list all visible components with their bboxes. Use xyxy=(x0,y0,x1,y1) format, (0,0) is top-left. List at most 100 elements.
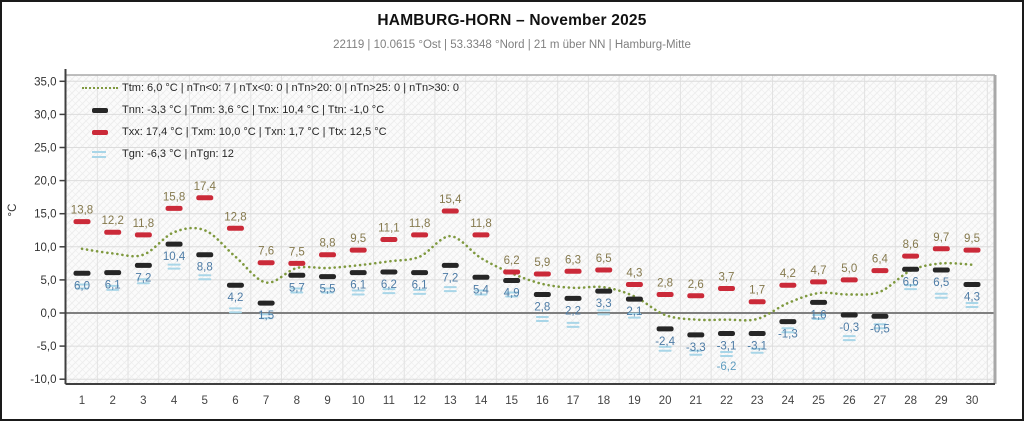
tx-value-label: 11,8 xyxy=(470,218,492,230)
tn-value-label: 1,6 xyxy=(811,309,827,321)
y-tick-label: 25,0 xyxy=(34,143,56,155)
tx-mark xyxy=(533,271,551,277)
tx-value-label: 9,5 xyxy=(964,233,980,245)
tn-value-label: -1,3 xyxy=(778,329,798,341)
day-label: 25 xyxy=(812,395,825,407)
tx-mark xyxy=(871,268,889,274)
tx-mark xyxy=(687,293,705,299)
tn-mark xyxy=(656,326,674,332)
tgn-mark xyxy=(321,287,335,294)
tn-value-label: 4,2 xyxy=(227,292,243,304)
tn-value-label: 2,2 xyxy=(565,305,581,317)
tn-value-label: 10,4 xyxy=(163,251,186,263)
tn-mark xyxy=(840,312,858,318)
tgn-mark xyxy=(965,302,979,309)
tx-value-label: 1,7 xyxy=(749,285,765,297)
tx-value-label: 15,4 xyxy=(439,194,462,206)
tx-value-label: 15,8 xyxy=(163,191,185,203)
day-label: 24 xyxy=(781,395,794,407)
tn-mark xyxy=(319,274,337,280)
tn-value-label: 6,6 xyxy=(903,276,919,288)
tn-mark xyxy=(932,267,950,273)
tx-value-label: 5,0 xyxy=(841,263,857,275)
tx-value-label: 6,2 xyxy=(504,255,520,267)
tx-value-label: 17,4 xyxy=(194,181,217,193)
tgn-mark xyxy=(136,278,150,285)
day-label: 15 xyxy=(505,395,518,407)
tx-value-label: 6,4 xyxy=(872,254,889,266)
tx-mark xyxy=(441,208,459,214)
tn-mark xyxy=(779,319,797,325)
tx-mark xyxy=(625,282,643,288)
tx-value-label: 6,5 xyxy=(596,253,612,265)
day-label: 30 xyxy=(966,395,979,407)
day-label: 18 xyxy=(597,395,610,407)
tgn-mark xyxy=(904,284,918,291)
tx-mark xyxy=(196,195,214,201)
tn-mark xyxy=(288,272,306,278)
tgn-mark xyxy=(198,274,212,281)
tgn-value-label: -6,2 xyxy=(717,361,737,373)
tn-value-label: 6,2 xyxy=(381,279,397,291)
tx-value-label: 9,7 xyxy=(933,232,949,244)
tnn-dash-icon xyxy=(82,107,122,113)
tx-value-label: 3,7 xyxy=(718,272,734,284)
tn-mark xyxy=(871,313,889,319)
day-label: 27 xyxy=(874,395,887,407)
day-label: 19 xyxy=(628,395,641,407)
tx-mark xyxy=(411,232,429,238)
tx-value-label: 11,8 xyxy=(133,218,155,230)
tn-mark xyxy=(134,262,152,268)
tgn-mark xyxy=(259,313,273,320)
ttm-dotted-line-icon xyxy=(82,87,122,89)
tgn-mark xyxy=(290,287,304,294)
tx-mark xyxy=(472,232,490,238)
tx-value-label: 11,1 xyxy=(378,223,400,235)
tgn-mark xyxy=(167,263,181,270)
legend-tnn-text: Tnn: -3,3 °C | Tnm: 3,6 °C | Tnx: 10,4 °… xyxy=(122,104,385,116)
tgn-mark xyxy=(658,345,672,352)
tn-value-label: 2,1 xyxy=(626,306,642,318)
tn-mark xyxy=(165,241,183,247)
tx-mark xyxy=(595,267,613,273)
tn-mark xyxy=(748,331,766,337)
tx-value-label: 8,6 xyxy=(903,239,919,251)
day-label: 29 xyxy=(935,395,948,407)
day-label: 23 xyxy=(751,395,764,407)
chart-legend: Ttm: 6,0 °C | nTn<0: 7 | nTx<0: 0 | nTn>… xyxy=(82,81,459,161)
tn-mark xyxy=(687,332,705,338)
tn-value-label: 2,8 xyxy=(534,301,550,313)
tx-mark xyxy=(717,286,735,292)
tx-mark xyxy=(73,219,91,225)
tgn-mark xyxy=(689,349,703,356)
tx-value-label: 6,3 xyxy=(565,254,581,266)
tgn-mark xyxy=(934,292,948,299)
tx-mark xyxy=(257,260,275,266)
day-label: 10 xyxy=(352,395,365,407)
tx-value-label: 7,6 xyxy=(258,246,274,258)
tn-mark xyxy=(717,331,735,337)
legend-row-tgn: Tgn: -6,3 °C | nTgn: 12 xyxy=(82,147,459,161)
tgn-dash-icon xyxy=(82,150,122,158)
tx-value-label: 4,7 xyxy=(811,265,827,277)
day-label: 16 xyxy=(536,395,549,407)
tx-mark xyxy=(380,237,398,243)
tn-mark xyxy=(472,274,490,280)
tn-mark xyxy=(226,282,244,288)
tn-mark xyxy=(564,295,582,301)
tn-mark xyxy=(902,266,920,272)
tn-value-label: 1,5 xyxy=(258,310,274,322)
tn-value-label: 6,0 xyxy=(74,280,90,292)
tgn-mark xyxy=(351,289,365,296)
day-label: 20 xyxy=(659,395,672,407)
tn-mark xyxy=(196,252,214,258)
day-label: 3 xyxy=(140,395,146,407)
day-label: 12 xyxy=(413,395,426,407)
day-label: 17 xyxy=(567,395,580,407)
tx-mark xyxy=(288,260,306,266)
tn-value-label: -3,1 xyxy=(747,341,767,353)
tx-mark xyxy=(104,229,122,235)
day-label: 8 xyxy=(294,395,300,407)
tn-mark xyxy=(257,300,275,306)
